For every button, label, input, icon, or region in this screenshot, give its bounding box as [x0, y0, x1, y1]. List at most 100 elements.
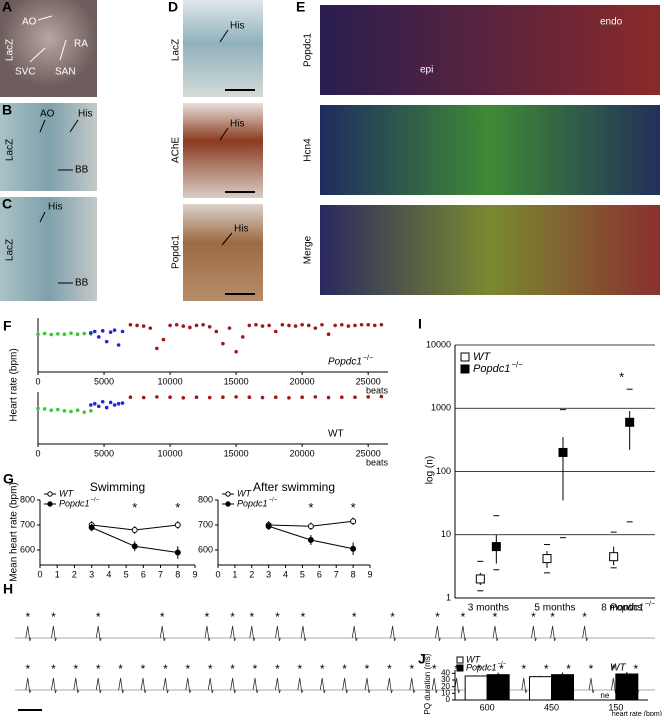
series-name-sup: −/−: [645, 601, 655, 608]
legend-marker: [47, 501, 53, 507]
beat: [409, 677, 416, 694]
beat: [319, 677, 326, 694]
point: [307, 537, 314, 543]
beat: [204, 625, 211, 642]
annotation: endo: [600, 17, 623, 28]
point: [62, 332, 67, 337]
point: [221, 341, 225, 346]
annotation: *: [619, 370, 624, 385]
annotation: epi: [420, 65, 433, 76]
series-name: WT: [59, 488, 74, 498]
x-tick-label: 15000: [224, 448, 249, 458]
point: [82, 331, 87, 336]
point: [56, 407, 60, 412]
y-tick-label: 800: [20, 494, 35, 504]
y-tick-label: 600: [198, 544, 213, 554]
beat-marker: *: [550, 610, 555, 624]
point: [89, 403, 93, 407]
annotation: *: [175, 500, 180, 515]
point: [56, 332, 60, 336]
point: [135, 323, 139, 328]
point: [89, 409, 93, 413]
beat-marker: *: [208, 662, 213, 676]
stain-label: LacZ: [5, 239, 16, 261]
beat-marker: *: [432, 662, 437, 676]
y-tick-label: 0: [446, 695, 451, 704]
annotation: His: [230, 119, 244, 130]
beat: [351, 625, 358, 642]
beat: [140, 677, 147, 694]
beat-marker: *: [633, 662, 638, 676]
beat-marker: *: [230, 610, 235, 624]
y-tick-label: 30: [441, 675, 450, 684]
x-tick-label: 8: [351, 569, 356, 579]
point: [247, 323, 252, 328]
point: [326, 395, 331, 400]
point: [131, 543, 138, 550]
beat: [51, 677, 57, 694]
beat-marker: *: [141, 662, 146, 676]
beat-marker: *: [352, 610, 357, 624]
x-tick-label: 5000: [94, 376, 114, 386]
point: [234, 349, 238, 354]
series-name: Popdc1: [610, 603, 644, 614]
point: [214, 329, 219, 334]
beat: [51, 625, 57, 642]
y-tick-label: 800: [198, 494, 213, 504]
x-tick-label: 15000: [224, 376, 249, 386]
point: [116, 343, 121, 347]
point: [240, 335, 245, 339]
series-name-sup: −/−: [511, 360, 523, 369]
beat: [275, 625, 281, 642]
beat-marker: *: [320, 662, 325, 676]
beat: [435, 625, 441, 642]
beat-marker: *: [51, 662, 56, 676]
x-tick-label: 9: [367, 569, 372, 579]
annotation: BB: [75, 278, 89, 289]
x-tick-label: 25000: [356, 448, 381, 458]
legend-marker: [456, 664, 464, 672]
plot-label: WT: [328, 429, 344, 440]
arrow: [219, 29, 229, 43]
beat: [387, 677, 393, 694]
beat-marker: *: [493, 610, 498, 624]
arrows: [29, 15, 67, 63]
image-e2: [320, 105, 660, 195]
x-tick-label: 2: [249, 569, 254, 579]
point: [161, 337, 166, 342]
beat: [390, 625, 396, 642]
beat: [25, 625, 32, 642]
point: [260, 395, 265, 400]
missing-label: ne: [600, 691, 609, 700]
point: [188, 325, 192, 330]
x-tick-label: 8 months: [601, 603, 642, 614]
point: [112, 328, 117, 332]
y-tick-label: 40: [441, 668, 450, 677]
x-tick-label: 5: [300, 569, 305, 579]
point: [174, 522, 181, 528]
x-tick-label: 2: [72, 569, 77, 579]
series-name: WT: [237, 488, 252, 498]
beat-marker: *: [96, 662, 101, 676]
point: [339, 395, 344, 400]
beat-marker: *: [611, 662, 616, 676]
point: [280, 322, 285, 327]
point: [194, 323, 199, 328]
point: [62, 409, 67, 413]
point: [542, 554, 552, 564]
point: [128, 322, 133, 327]
legend-marker: [47, 491, 53, 497]
point: [92, 329, 97, 334]
point: [558, 447, 568, 457]
beat-marker: *: [566, 662, 571, 676]
annotation: RA: [74, 39, 88, 50]
y-axis-label: Mean heart rate (bpm): [9, 482, 20, 582]
beat: [163, 677, 169, 694]
beat: [230, 625, 236, 642]
legend-marker: [456, 656, 464, 664]
beat: [521, 677, 528, 694]
x-tick-label: 7: [334, 569, 339, 579]
point: [155, 395, 159, 399]
bar: [529, 676, 552, 701]
